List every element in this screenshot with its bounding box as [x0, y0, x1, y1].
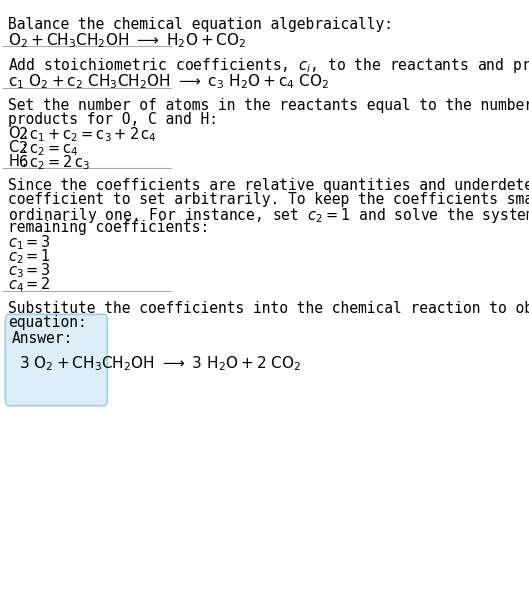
Text: Since the coefficients are relative quantities and underdetermined, choose a: Since the coefficients are relative quan… — [8, 178, 529, 194]
Text: $\mathrm{H:}$: $\mathrm{H:}$ — [8, 153, 27, 169]
Text: Substitute the coefficients into the chemical reaction to obtain the balanced: Substitute the coefficients into the che… — [8, 301, 529, 316]
Text: products for O, C and H:: products for O, C and H: — [8, 112, 218, 127]
Text: $c_4 = 2$: $c_4 = 2$ — [8, 275, 51, 294]
Text: Answer:: Answer: — [12, 331, 73, 345]
Text: Add stoichiometric coefficients, $c_i$, to the reactants and products:: Add stoichiometric coefficients, $c_i$, … — [8, 56, 529, 75]
Text: $\mathrm{2\,c_1 + c_2 = c_3 + 2\,c_4}$: $\mathrm{2\,c_1 + c_2 = c_3 + 2\,c_4}$ — [18, 126, 157, 144]
Text: ordinarily one. For instance, set $c_2 = 1$ and solve the system of equations fo: ordinarily one. For instance, set $c_2 =… — [8, 206, 529, 225]
Text: Balance the chemical equation algebraically:: Balance the chemical equation algebraica… — [8, 16, 393, 32]
Text: remaining coefficients:: remaining coefficients: — [8, 220, 209, 235]
Text: $\mathrm{3\ O_2 + CH_3CH_2OH \ \longrightarrow \ 3\ H_2O + 2\ CO_2}$: $\mathrm{3\ O_2 + CH_3CH_2OH \ \longrigh… — [19, 354, 301, 373]
Text: coefficient to set arbitrarily. To keep the coefficients small, the arbitrary va: coefficient to set arbitrarily. To keep … — [8, 192, 529, 207]
Text: $c_3 = 3$: $c_3 = 3$ — [8, 262, 51, 280]
Text: $\mathrm{O_2 + CH_3CH_2OH \ \longrightarrow \ H_2O + CO_2}$: $\mathrm{O_2 + CH_3CH_2OH \ \longrightar… — [8, 32, 246, 50]
Text: $\mathrm{C:}$: $\mathrm{C:}$ — [8, 139, 26, 155]
Text: $c_1 = 3$: $c_1 = 3$ — [8, 234, 51, 253]
Text: $\mathrm{O:}$: $\mathrm{O:}$ — [8, 126, 28, 141]
FancyBboxPatch shape — [5, 314, 107, 405]
Text: equation:: equation: — [8, 315, 87, 330]
Text: $\mathrm{c_1\ O_2 + c_2\ CH_3CH_2OH \ \longrightarrow \ c_3\ H_2O + c_4\ CO_2}$: $\mathrm{c_1\ O_2 + c_2\ CH_3CH_2OH \ \l… — [8, 73, 329, 91]
Text: Set the number of atoms in the reactants equal to the number of atoms in the: Set the number of atoms in the reactants… — [8, 98, 529, 113]
Text: $\mathrm{2\,c_2 = c_4}$: $\mathrm{2\,c_2 = c_4}$ — [18, 139, 79, 158]
Text: $c_2 = 1$: $c_2 = 1$ — [8, 248, 51, 266]
Text: $\mathrm{6\,c_2 = 2\,c_3}$: $\mathrm{6\,c_2 = 2\,c_3}$ — [18, 153, 90, 172]
